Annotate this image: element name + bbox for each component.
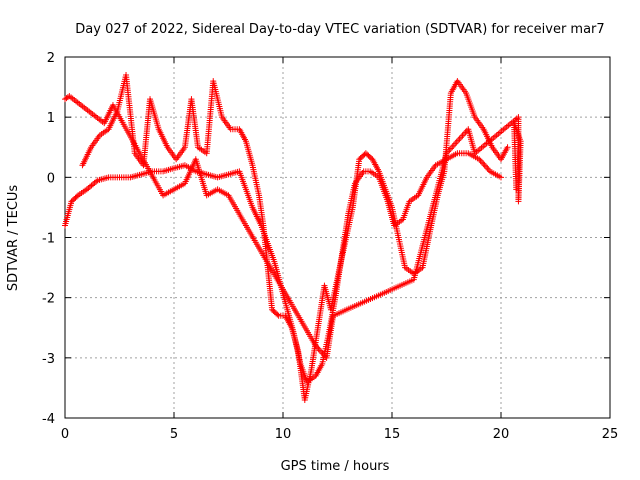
chart-title: Day 027 of 2022, Sidereal Day-to-day VTE… <box>75 22 604 37</box>
data-point <box>481 162 488 169</box>
y-axis-label: SDTVAR / TECUs <box>6 185 21 292</box>
x-tick-label: 20 <box>493 427 510 442</box>
y-tick-label: -2 <box>42 292 55 307</box>
data-point <box>484 165 491 172</box>
y-tick-label: -3 <box>42 352 55 367</box>
data-point <box>318 348 325 355</box>
data-point <box>498 174 504 181</box>
plot-frame <box>64 56 611 419</box>
data-point <box>480 160 487 167</box>
y-tick-label: 2 <box>47 51 55 66</box>
y-tick-label: 1 <box>47 111 55 126</box>
data-points <box>62 72 524 403</box>
grid <box>65 57 610 418</box>
x-tick-label: 15 <box>384 427 401 442</box>
x-tick-label: 5 <box>170 427 178 442</box>
y-tick-label: -1 <box>42 232 55 247</box>
x-tick-label: 0 <box>61 427 69 442</box>
data-point <box>478 159 485 166</box>
axes <box>64 56 611 419</box>
series-track-c <box>62 93 524 361</box>
y-tick-label: -4 <box>42 412 55 427</box>
x-axis-label: GPS time / hours <box>281 459 390 474</box>
data-point <box>274 311 281 318</box>
x-tick-label: 10 <box>275 427 292 442</box>
y-tick-label: 0 <box>47 171 55 186</box>
data-point <box>483 163 490 170</box>
data-point <box>73 193 80 200</box>
data-point <box>513 186 520 193</box>
data-point <box>504 144 511 151</box>
x-tick-label: 25 <box>602 427 619 442</box>
data-point <box>316 347 323 354</box>
tick-labels: 0 5 10 15 20 25 -4 -3 -2 -1 0 1 2 <box>42 51 618 442</box>
